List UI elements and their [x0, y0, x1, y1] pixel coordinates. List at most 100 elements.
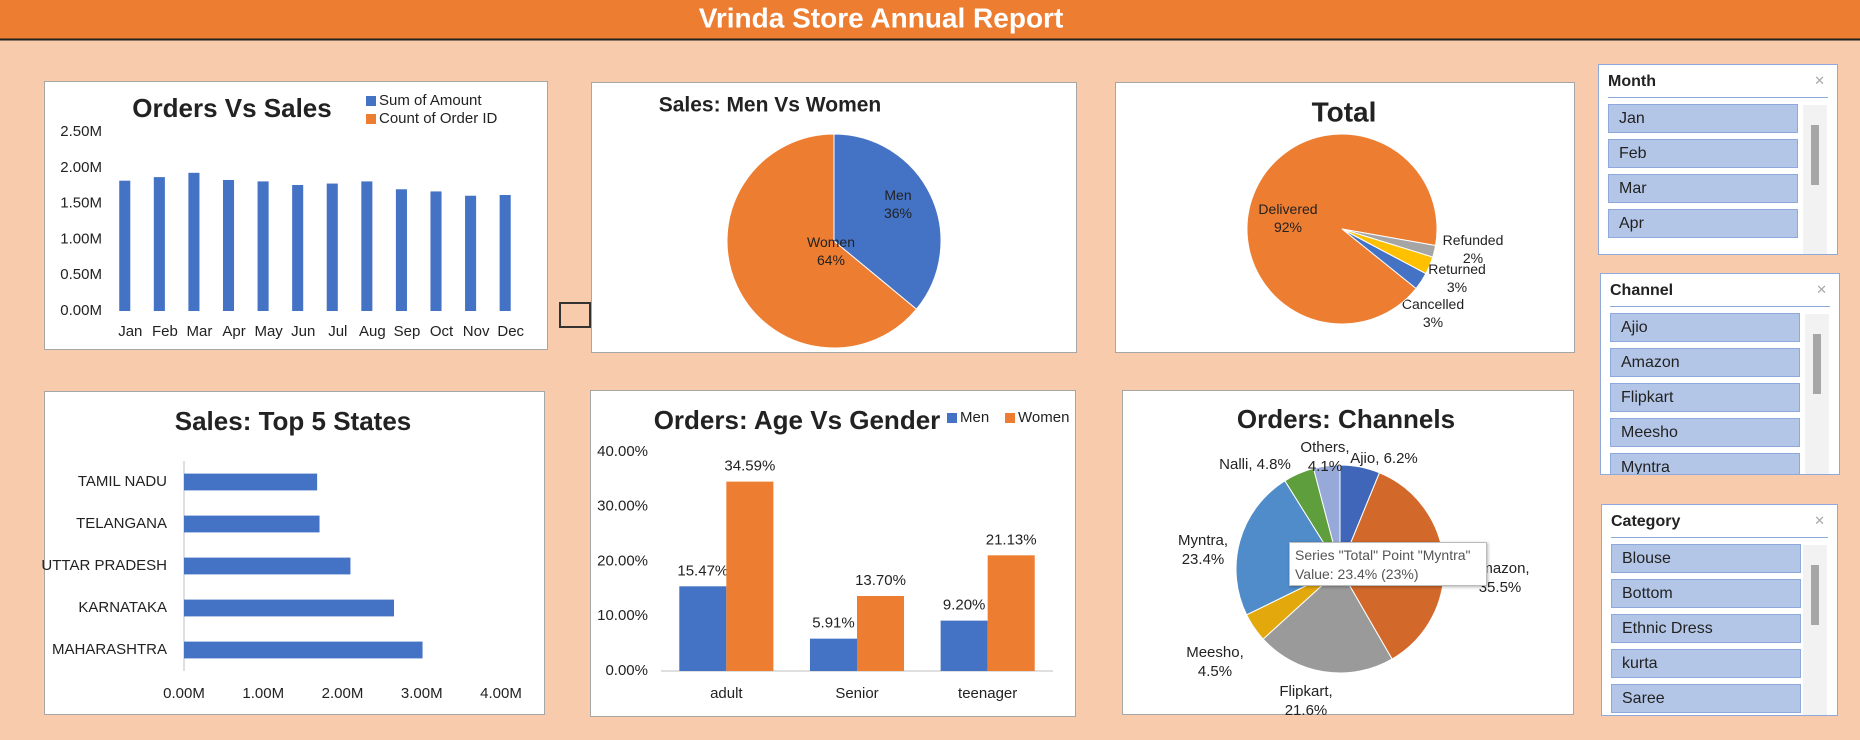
chart-title: Orders Vs Sales [132, 93, 331, 123]
slicer-scrollbar[interactable] [1803, 545, 1827, 715]
pie-slice [1341, 228, 1434, 275]
bar [184, 515, 320, 533]
slicer-scrollbar[interactable] [1803, 105, 1827, 254]
x-tick-label: Mar [187, 323, 213, 340]
legend-label: Count of Order ID [379, 110, 498, 127]
y-tick-label: KARNATAKA [78, 599, 167, 616]
legend-label: Women [1018, 409, 1069, 426]
label-value: 2% [1463, 250, 1483, 266]
slicer-item[interactable]: Flipkart [1610, 383, 1800, 412]
label-category: Refunded [1443, 232, 1504, 248]
slicer-item[interactable]: Blouse [1611, 544, 1801, 573]
tooltip-line: Series "Total" Point "Myntra" [1295, 547, 1471, 563]
slicer-item[interactable]: Apr [1608, 209, 1798, 238]
bar [188, 172, 200, 311]
x-tick-label: Nov [463, 323, 490, 340]
bar [679, 586, 727, 671]
data-label: Others, 4.1% [1300, 439, 1350, 475]
slicer-title: Category [1611, 513, 1681, 530]
pie-slice [1262, 568, 1393, 674]
legend-swatch [1005, 413, 1015, 423]
bar [465, 195, 477, 311]
bar [809, 638, 857, 671]
slicer-scroll-thumb[interactable] [1811, 125, 1819, 185]
data-label: Nalli, 4.8% [1219, 456, 1291, 473]
slicer: Month ✕ Jan Feb Mar Apr [1598, 64, 1838, 255]
x-tick-label: 1.00M [242, 685, 284, 702]
data-label: Ajio, 6.2% [1350, 450, 1418, 467]
label-value: 36% [884, 205, 912, 221]
chart-panel [44, 391, 545, 715]
legend-label: Men [960, 409, 989, 426]
slicer-item[interactable]: Ethnic Dress [1611, 614, 1801, 643]
bar [184, 641, 423, 659]
x-tick-label: 3.00M [401, 685, 443, 702]
slicer-rule [1611, 537, 1828, 538]
data-label: Meesho, 4.5% [1186, 644, 1244, 680]
y-tick-label: 1.00M [60, 230, 102, 247]
header-bar [0, 0, 1860, 39]
slicer-title: Month [1608, 73, 1656, 90]
y-tick-label: 10.00% [597, 607, 648, 624]
slicer: Channel ✕ Ajio Amazon Flipkart Meesho Myntra [1600, 273, 1840, 475]
y-tick-label: 20.00% [597, 552, 648, 569]
slicer-clear-icon[interactable]: ✕ [1816, 282, 1827, 297]
x-tick-label: Senior [835, 685, 878, 702]
slicer-clear-icon[interactable]: ✕ [1814, 73, 1825, 88]
slicer-scroll-thumb[interactable] [1811, 565, 1819, 625]
y-tick-label: TELANGANA [76, 515, 167, 532]
y-tick-label: 2.50M [60, 123, 102, 140]
pie-slice [726, 133, 918, 349]
bar [940, 620, 988, 671]
x-tick-label: Jul [328, 323, 347, 340]
bar [395, 189, 407, 311]
x-tick-label: Jan [118, 323, 142, 340]
slicer-item[interactable]: Amazon [1610, 348, 1800, 377]
x-tick-label: 4.00M [480, 685, 522, 702]
slicer-scroll-thumb[interactable] [1813, 334, 1821, 394]
slicer-item[interactable]: Myntra [1610, 453, 1800, 474]
label-category: Cancelled [1402, 296, 1464, 312]
bar [430, 191, 442, 311]
slicer-clear-icon[interactable]: ✕ [1814, 513, 1825, 528]
slicer-item[interactable]: Mar [1608, 174, 1798, 203]
x-tick-label: Aug [359, 323, 386, 340]
slicer-title: Channel [1610, 282, 1674, 299]
bar [184, 557, 351, 575]
x-tick-label: adult [710, 685, 743, 702]
slicer-item[interactable]: Jan [1608, 104, 1798, 133]
data-label: Returned 3% [1428, 261, 1486, 295]
slicer-item[interactable]: Feb [1608, 139, 1798, 168]
bar [857, 595, 905, 671]
bar [184, 599, 395, 617]
bar [361, 181, 373, 311]
bar [222, 179, 235, 311]
chart-title: Sales: Top 5 States [175, 406, 412, 436]
slicer-item[interactable]: Saree [1611, 684, 1801, 713]
slicer-item[interactable]: kurta [1611, 649, 1801, 678]
y-tick-label: 0.50M [60, 266, 102, 283]
slicer-item[interactable]: Bottom [1611, 579, 1801, 608]
y-tick-label: 30.00% [597, 498, 648, 515]
chart-title: Sales: Men Vs Women [659, 94, 882, 117]
bar [184, 473, 318, 491]
data-label: 13.70% [855, 572, 906, 589]
y-tick-label: 0.00% [605, 662, 648, 679]
x-tick-label: 0.00M [163, 685, 205, 702]
slicer-item[interactable]: Ajio [1610, 313, 1800, 342]
label-value: 64% [817, 252, 845, 268]
x-tick-label: Sep [394, 323, 421, 340]
data-label: 9.20% [943, 597, 986, 614]
data-label: 21.13% [986, 531, 1037, 548]
data-label: Delivered 92% [1258, 201, 1317, 235]
legend-swatch [366, 114, 376, 124]
legend-swatch [366, 96, 376, 106]
header-title: Vrinda Store Annual Report [699, 2, 1064, 33]
slicer-item[interactable]: Meesho [1610, 418, 1800, 447]
x-tick-label: Oct [430, 323, 454, 340]
x-tick-label: Jun [291, 323, 315, 340]
slicer-scrollbar[interactable] [1805, 314, 1829, 474]
data-label: Men 36% [884, 187, 912, 221]
